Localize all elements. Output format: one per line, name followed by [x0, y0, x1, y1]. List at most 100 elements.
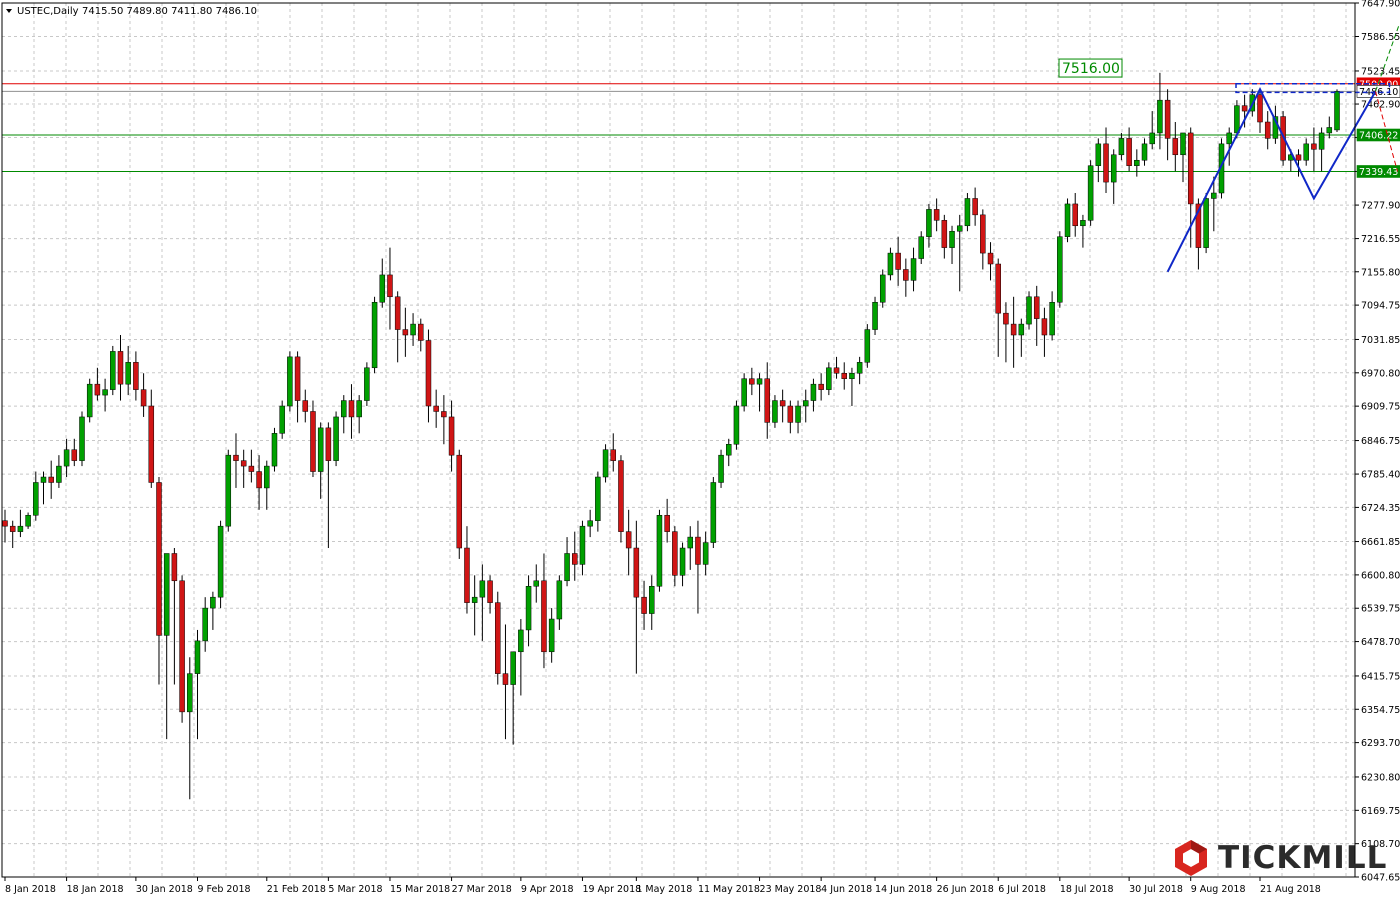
candle-body[interactable] — [9, 525, 16, 532]
candle-body[interactable] — [1126, 138, 1132, 166]
candle-body[interactable] — [572, 553, 578, 565]
candle-body[interactable] — [849, 372, 855, 379]
candle-body[interactable] — [579, 525, 586, 565]
candle-body[interactable] — [949, 230, 955, 248]
candle-body[interactable] — [71, 449, 78, 461]
candle-body[interactable] — [441, 411, 447, 418]
candle-body[interactable] — [1134, 159, 1140, 166]
candle-body[interactable] — [433, 405, 439, 412]
candle-body[interactable] — [402, 329, 409, 336]
candle-body[interactable] — [102, 389, 108, 396]
candle-body[interactable] — [1280, 116, 1286, 161]
candle-body[interactable] — [341, 400, 347, 418]
candle-body[interactable] — [333, 416, 339, 461]
candle-body[interactable] — [718, 454, 724, 483]
candle-body[interactable] — [448, 416, 455, 456]
candle-body[interactable] — [1187, 132, 1194, 205]
candle-body[interactable] — [733, 405, 740, 445]
candle-body[interactable] — [510, 651, 516, 685]
candle-body[interactable] — [1295, 154, 1302, 161]
candle-body[interactable] — [548, 618, 555, 653]
candle-body[interactable] — [941, 220, 948, 248]
candle-body[interactable] — [1026, 296, 1032, 325]
candle-body[interactable] — [364, 367, 370, 401]
candle-body[interactable] — [217, 525, 224, 598]
candle-body[interactable] — [710, 482, 717, 543]
candle-body[interactable] — [1041, 318, 1048, 336]
candle-body[interactable] — [618, 460, 624, 532]
candle-body[interactable] — [1118, 138, 1125, 156]
candle-body[interactable] — [918, 236, 924, 259]
candle-body[interactable] — [779, 400, 786, 407]
candle-body[interactable] — [564, 553, 570, 582]
candle-body[interactable] — [418, 323, 424, 341]
candle-body[interactable] — [895, 252, 901, 270]
candle-body[interactable] — [33, 482, 39, 516]
candle-body[interactable] — [772, 400, 778, 423]
candle-body[interactable] — [371, 301, 378, 369]
candle-body[interactable] — [625, 531, 632, 549]
candle-body[interactable] — [379, 274, 386, 303]
candle-body[interactable] — [1195, 203, 1202, 248]
candle-body[interactable] — [125, 362, 131, 385]
candle-body[interactable] — [1087, 165, 1094, 221]
projection-down-line[interactable] — [1375, 91, 1398, 172]
candle-body[interactable] — [610, 449, 617, 461]
candle-body[interactable] — [980, 214, 986, 254]
candle-body[interactable] — [110, 351, 116, 390]
candle-body[interactable] — [79, 416, 85, 461]
candle-body[interactable] — [587, 520, 593, 527]
candle-body[interactable] — [495, 602, 501, 674]
candle-body[interactable] — [464, 547, 470, 603]
candle-body[interactable] — [1164, 99, 1171, 139]
candle-body[interactable] — [1018, 323, 1025, 336]
candle-body[interactable] — [810, 383, 817, 401]
candle-body[interactable] — [225, 454, 232, 527]
candle-body[interactable] — [1010, 323, 1017, 336]
candle-body[interactable] — [933, 209, 940, 221]
candle-body[interactable] — [487, 580, 493, 603]
candle-body[interactable] — [287, 356, 293, 407]
candle-body[interactable] — [1172, 138, 1179, 156]
candle-body[interactable] — [294, 356, 301, 401]
candle-body[interactable] — [194, 640, 201, 674]
pattern-line[interactable] — [1166, 87, 1377, 273]
candle-body[interactable] — [541, 580, 547, 653]
candle-body[interactable] — [63, 449, 70, 467]
candle-body[interactable] — [1318, 132, 1325, 150]
candle-body[interactable] — [317, 427, 324, 472]
candle-body[interactable] — [40, 476, 47, 483]
candle-body[interactable] — [1264, 121, 1271, 139]
candle-body[interactable] — [664, 514, 670, 532]
candle-body[interactable] — [641, 596, 647, 614]
candle-body[interactable] — [1241, 105, 1248, 112]
candle-body[interactable] — [595, 476, 601, 521]
candle-body[interactable] — [956, 225, 963, 232]
candle-body[interactable] — [1211, 192, 1217, 199]
candle-body[interactable] — [179, 580, 185, 713]
candle-body[interactable] — [210, 596, 216, 609]
candle-body[interactable] — [94, 383, 101, 396]
candle-body[interactable] — [1334, 91, 1340, 131]
candle-body[interactable] — [256, 471, 262, 489]
candle-body[interactable] — [248, 465, 255, 472]
candle-body[interactable] — [271, 433, 278, 467]
candle-body[interactable] — [171, 553, 178, 582]
candle-body[interactable] — [872, 301, 878, 330]
candle-body[interactable] — [649, 585, 655, 614]
candle-body[interactable] — [1033, 296, 1040, 319]
candle-body[interactable] — [387, 274, 393, 298]
candle-body[interactable] — [264, 465, 270, 489]
candle-body[interactable] — [749, 378, 755, 385]
candle-body[interactable] — [25, 514, 31, 527]
candle-body[interactable] — [887, 252, 894, 276]
candle-body[interactable] — [1257, 94, 1263, 123]
candle-body[interactable] — [310, 411, 316, 472]
candle-body[interactable] — [964, 198, 971, 227]
candle-body[interactable] — [156, 482, 162, 636]
candle-body[interactable] — [1303, 143, 1309, 161]
candle-body[interactable] — [240, 460, 247, 467]
candle-body[interactable] — [202, 607, 208, 642]
candle-body[interactable] — [1226, 132, 1232, 145]
